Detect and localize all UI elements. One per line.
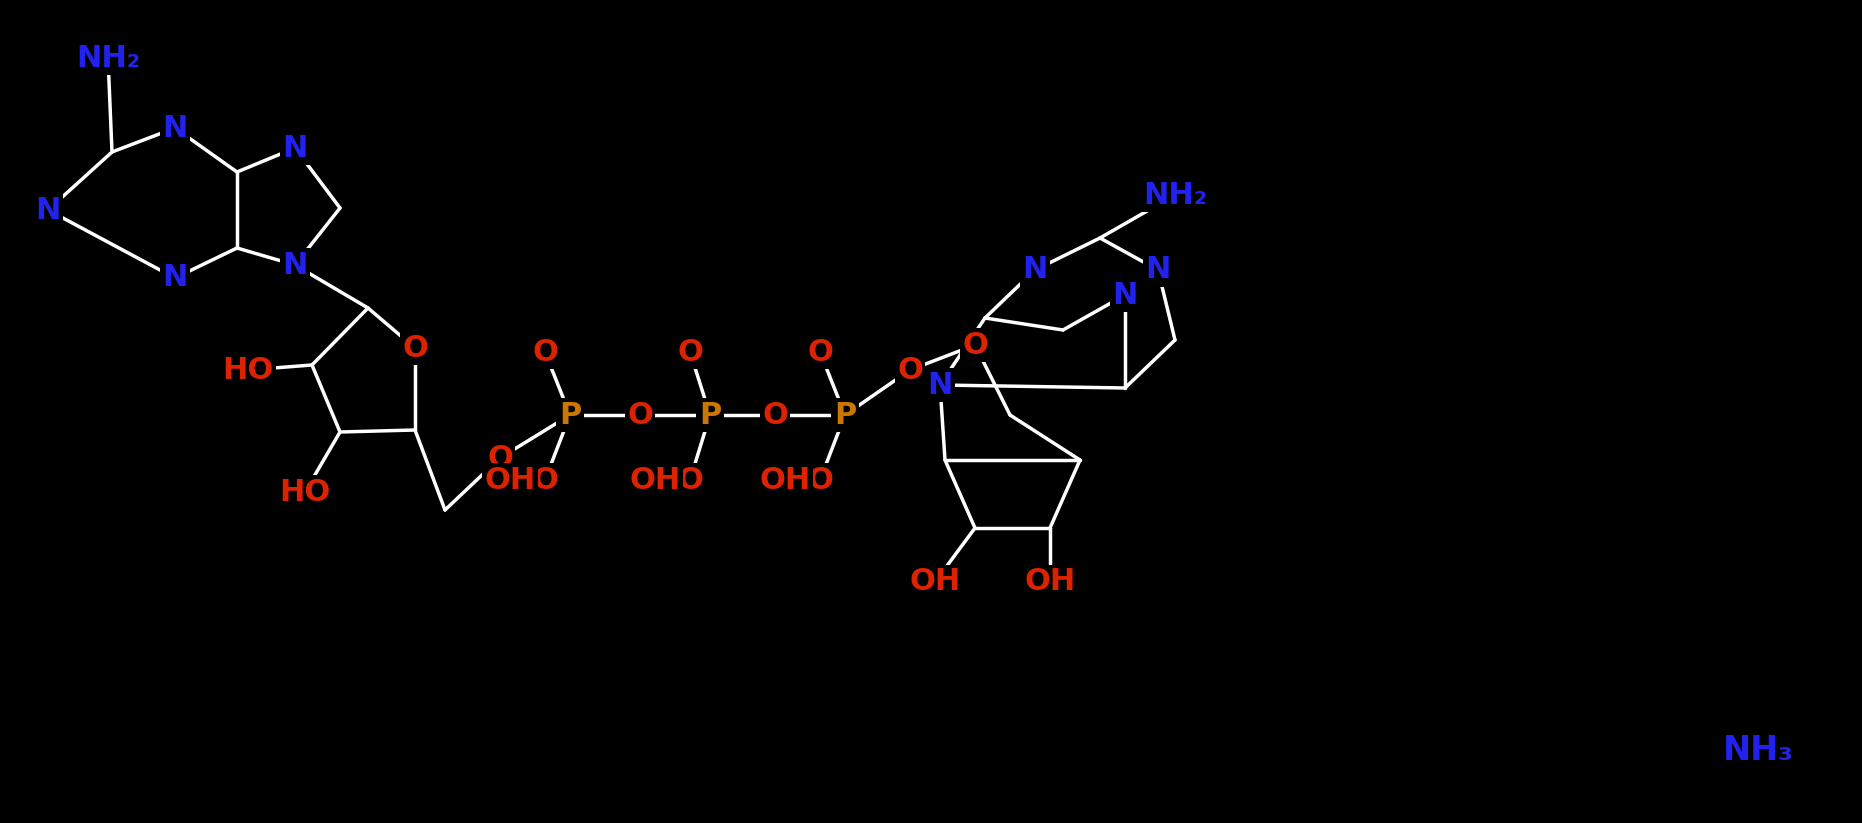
Text: O: O — [627, 401, 654, 430]
Text: O: O — [678, 466, 704, 495]
Text: O: O — [678, 337, 704, 366]
Text: O: O — [533, 337, 559, 366]
Text: O: O — [806, 466, 832, 495]
Text: N: N — [162, 114, 188, 142]
Text: NH₂: NH₂ — [1143, 180, 1207, 210]
Text: OH: OH — [484, 466, 536, 495]
Text: HO: HO — [222, 356, 274, 384]
Text: P: P — [698, 401, 721, 430]
Text: O: O — [762, 401, 788, 430]
Text: N: N — [1145, 255, 1171, 285]
Text: OH: OH — [1024, 568, 1076, 597]
Text: N: N — [283, 133, 307, 162]
Text: O: O — [963, 331, 989, 360]
Text: P: P — [559, 401, 581, 430]
Text: OH: OH — [909, 568, 961, 597]
Text: O: O — [806, 337, 832, 366]
Text: NH₂: NH₂ — [76, 44, 140, 72]
Text: OH: OH — [760, 466, 810, 495]
Text: O: O — [897, 356, 924, 384]
Text: HO: HO — [279, 477, 331, 506]
Text: O: O — [533, 466, 559, 495]
Text: NH₃: NH₃ — [1722, 733, 1793, 766]
Text: N: N — [162, 263, 188, 292]
Text: OH: OH — [629, 466, 681, 495]
Text: N: N — [283, 250, 307, 280]
Text: O: O — [488, 444, 512, 472]
Text: N: N — [35, 196, 61, 225]
Text: N: N — [1022, 255, 1048, 285]
Text: N: N — [1112, 281, 1138, 309]
Text: N: N — [927, 370, 953, 399]
Text: P: P — [834, 401, 857, 430]
Text: O: O — [402, 333, 428, 362]
